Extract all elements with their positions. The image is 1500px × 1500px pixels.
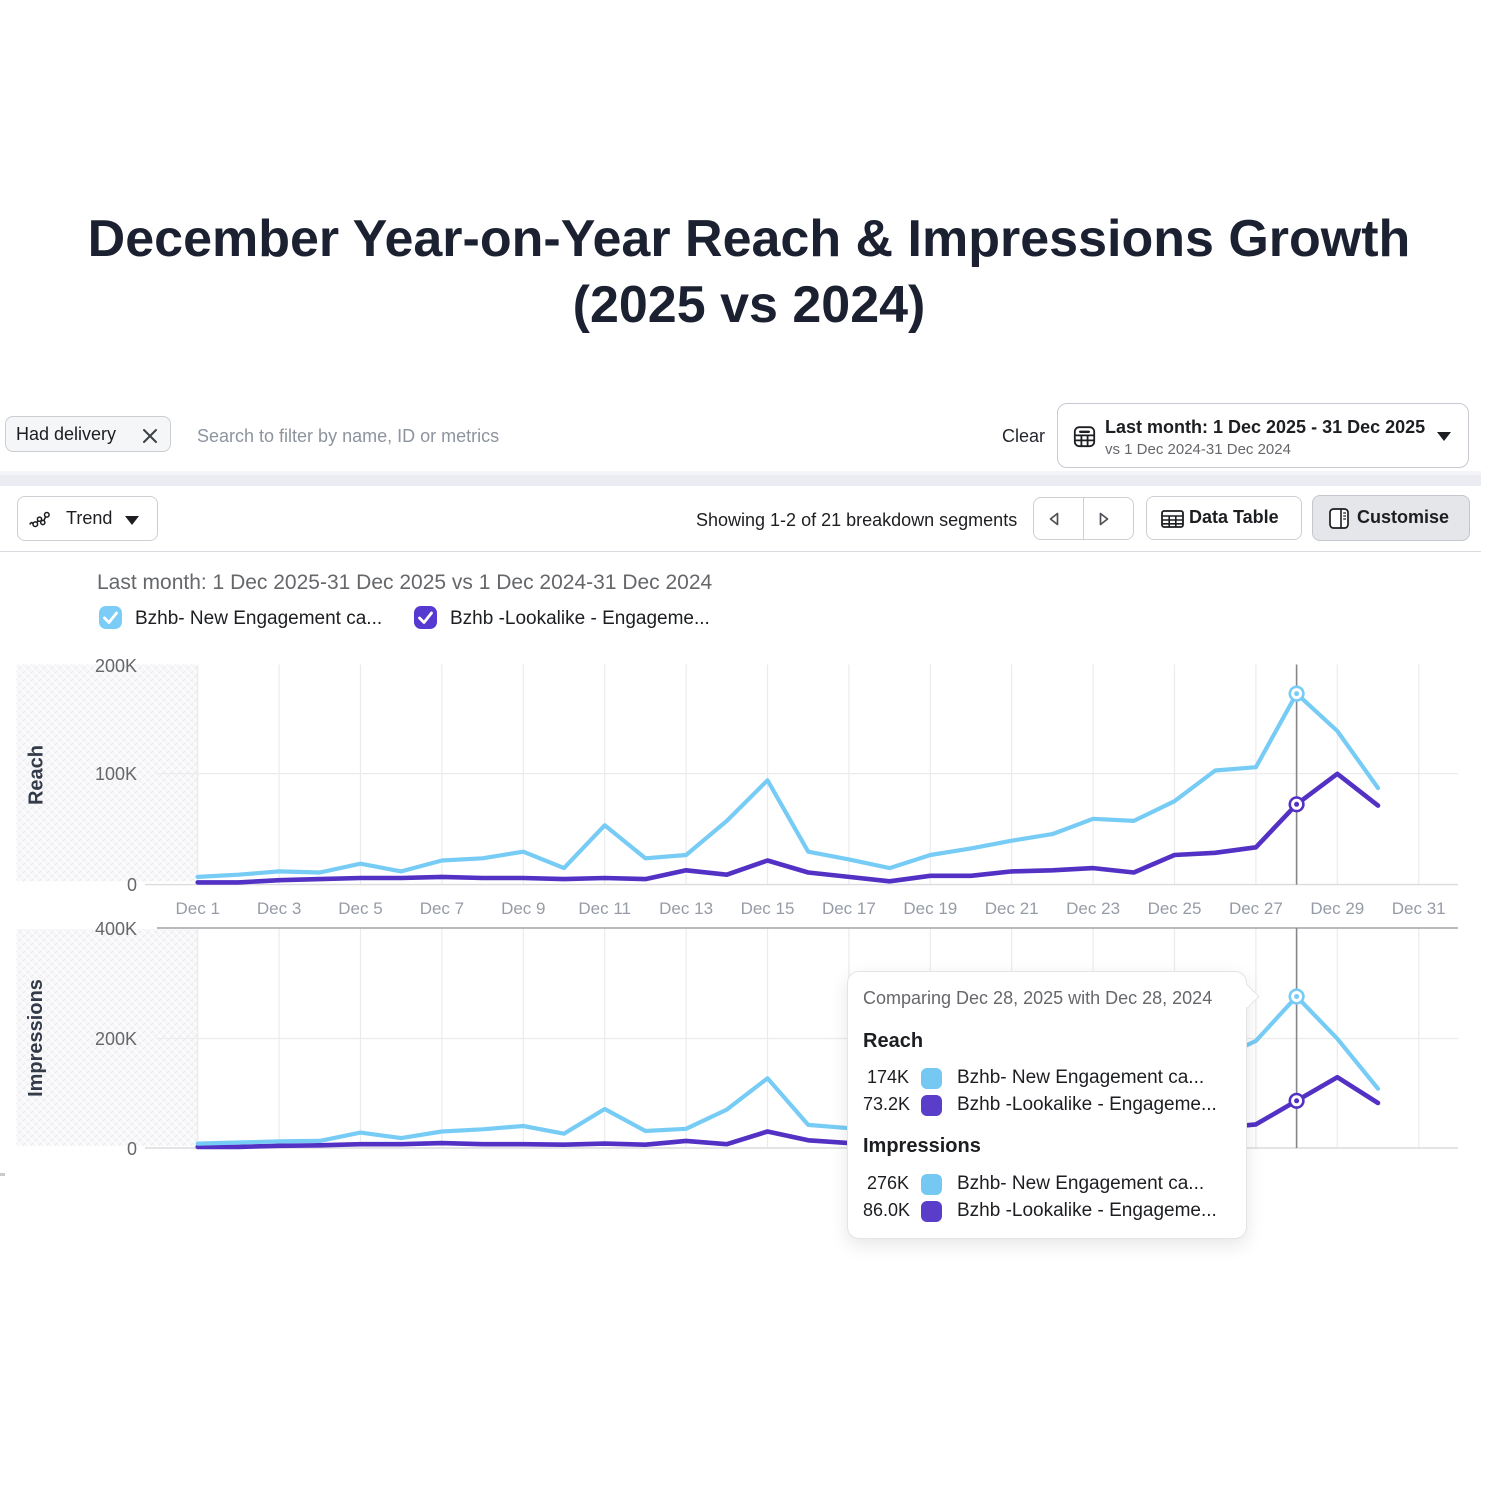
svg-text:Dec 25: Dec 25 [1148,899,1202,918]
svg-text:Dec 5: Dec 5 [338,899,382,918]
svg-text:Dec 1: Dec 1 [175,899,219,918]
svg-text:Dec 29: Dec 29 [1310,899,1364,918]
svg-text:0: 0 [127,875,137,895]
svg-text:Reach: Reach [26,745,48,805]
svg-text:Dec 13: Dec 13 [659,899,713,918]
svg-text:Dec 15: Dec 15 [741,899,795,918]
svg-text:Dec 9: Dec 9 [501,899,545,918]
svg-text:Dec 31: Dec 31 [1392,899,1446,918]
svg-text:Dec 19: Dec 19 [903,899,957,918]
svg-text:400K: 400K [95,919,137,939]
svg-text:Dec 11: Dec 11 [578,899,631,918]
svg-text:Impressions: Impressions [25,979,47,1097]
svg-text:Dec 23: Dec 23 [1066,899,1120,918]
svg-text:Dec 21: Dec 21 [985,899,1039,918]
svg-text:Dec 27: Dec 27 [1229,899,1283,918]
svg-text:Dec 17: Dec 17 [822,899,876,918]
svg-text:Dec 3: Dec 3 [257,899,301,918]
svg-text:0: 0 [127,1139,137,1159]
svg-text:200K: 200K [95,656,137,676]
svg-text:100K: 100K [95,764,137,784]
svg-text:Dec 7: Dec 7 [420,899,464,918]
svg-text:200K: 200K [95,1029,137,1049]
